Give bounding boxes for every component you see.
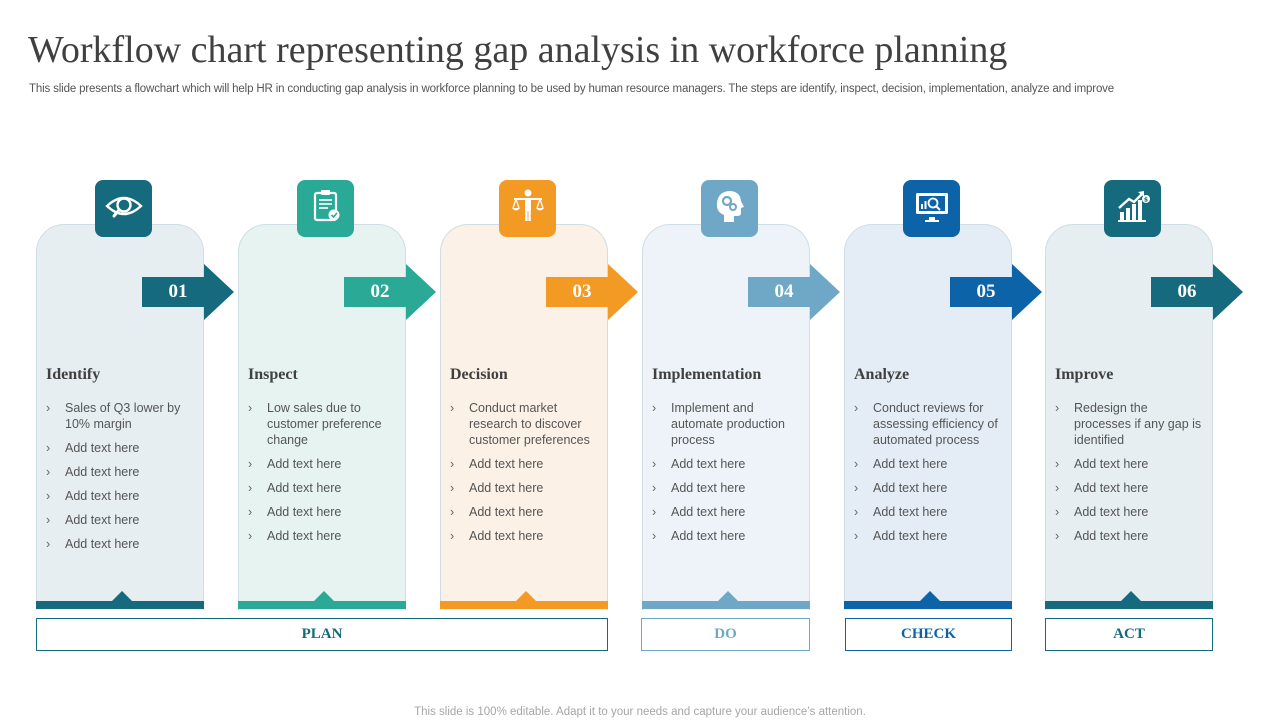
head-gears-icon bbox=[710, 186, 750, 231]
step-title: Inspect bbox=[248, 366, 298, 383]
step-number: 05 bbox=[976, 281, 996, 302]
step-bullets: Redesign the processes if any gap is ide… bbox=[1053, 400, 1203, 552]
step-number: 04 bbox=[774, 281, 794, 302]
phase-act: ACT bbox=[1045, 618, 1213, 651]
bullet-item: Add text here bbox=[650, 528, 800, 544]
step-number: 01 bbox=[168, 281, 188, 302]
bullet-item: Add text here bbox=[44, 536, 194, 552]
bullet-item: Implement and automate production proces… bbox=[650, 400, 800, 448]
step-number-arrow: 04 bbox=[748, 264, 840, 320]
icon-box bbox=[903, 180, 960, 237]
step-title: Improve bbox=[1055, 366, 1114, 383]
bottom-bar bbox=[642, 601, 810, 609]
step-number-arrow: 02 bbox=[344, 264, 436, 320]
bullet-item: Add text here bbox=[44, 464, 194, 480]
bullet-item: Add text here bbox=[246, 456, 396, 472]
icon-box bbox=[95, 180, 152, 237]
bullet-item: Add text here bbox=[246, 528, 396, 544]
eye-search-icon bbox=[104, 186, 144, 231]
bottom-bar bbox=[440, 601, 608, 609]
phase-check: CHECK bbox=[845, 618, 1012, 651]
step-number-arrow: 01 bbox=[142, 264, 234, 320]
bullet-item: Add text here bbox=[650, 504, 800, 520]
icon-box bbox=[701, 180, 758, 237]
bullet-item: Add text here bbox=[852, 480, 1002, 496]
bullet-item: Add text here bbox=[44, 440, 194, 456]
step-bullets: Conduct reviews for assessing efficiency… bbox=[852, 400, 1002, 552]
step-5: 05 Analyze Conduct reviews for assessing… bbox=[844, 180, 1042, 610]
bottom-notch bbox=[314, 591, 334, 601]
bullet-item: Conduct reviews for assessing efficiency… bbox=[852, 400, 1002, 448]
step-bullets: Conduct market research to discover cust… bbox=[448, 400, 598, 552]
bullet-item: Add text here bbox=[246, 480, 396, 496]
step-title: Identify bbox=[46, 366, 101, 383]
bullet-item: Conduct market research to discover cust… bbox=[448, 400, 598, 448]
step-2: 02 Inspect Low sales due to customer pre… bbox=[238, 180, 436, 610]
bullet-item: Add text here bbox=[852, 456, 1002, 472]
icon-box bbox=[297, 180, 354, 237]
growth-chart-icon: $ bbox=[1113, 186, 1153, 231]
bullet-item: Add text here bbox=[44, 488, 194, 504]
bottom-bar bbox=[238, 601, 406, 609]
bottom-notch bbox=[1121, 591, 1141, 601]
step-bullets: Implement and automate production proces… bbox=[650, 400, 800, 552]
bullet-item: Add text here bbox=[1053, 480, 1203, 496]
phase-plan: PLAN bbox=[36, 618, 608, 651]
step-number: 03 bbox=[572, 281, 592, 302]
bullet-item: Add text here bbox=[448, 528, 598, 544]
step-4: 04 Implementation Implement and automate… bbox=[642, 180, 840, 610]
clipboard-check-icon bbox=[306, 186, 346, 231]
bullet-item: Add text here bbox=[650, 480, 800, 496]
step-number: 06 bbox=[1177, 281, 1197, 302]
bullet-item: Sales of Q3 lower by 10% margin bbox=[44, 400, 194, 432]
bullet-item: Add text here bbox=[448, 504, 598, 520]
bottom-notch bbox=[920, 591, 940, 601]
step-title: Analyze bbox=[854, 366, 910, 383]
bullet-item: Add text here bbox=[448, 456, 598, 472]
slide-title: Workflow chart representing gap analysis… bbox=[28, 29, 1008, 71]
bottom-notch bbox=[516, 591, 536, 601]
step-bullets: Low sales due to customer preference cha… bbox=[246, 400, 396, 552]
bullet-item: Add text here bbox=[1053, 456, 1203, 472]
step-6: $ 06 Improve Redesign the processes if a… bbox=[1045, 180, 1243, 610]
bottom-notch bbox=[718, 591, 738, 601]
icon-box bbox=[499, 180, 556, 237]
step-title: Implementation bbox=[652, 366, 762, 383]
step-number-arrow: 06 bbox=[1151, 264, 1243, 320]
bottom-bar bbox=[844, 601, 1012, 609]
bottom-notch bbox=[112, 591, 132, 601]
step-number: 02 bbox=[370, 281, 390, 302]
bullet-item: Low sales due to customer preference cha… bbox=[246, 400, 396, 448]
step-number-arrow: 03 bbox=[546, 264, 638, 320]
slide-footer: This slide is 100% editable. Adapt it to… bbox=[414, 706, 866, 718]
bullet-item: Add text here bbox=[448, 480, 598, 496]
bottom-bar bbox=[36, 601, 204, 609]
step-1: 01 Identify Sales of Q3 lower by 10% mar… bbox=[36, 180, 234, 610]
bullet-item: Redesign the processes if any gap is ide… bbox=[1053, 400, 1203, 448]
bullet-item: Add text here bbox=[650, 456, 800, 472]
icon-box: $ bbox=[1104, 180, 1161, 237]
bullet-item: Add text here bbox=[246, 504, 396, 520]
step-title: Decision bbox=[450, 366, 508, 383]
person-scales-icon bbox=[508, 186, 548, 231]
bullet-item: Add text here bbox=[852, 504, 1002, 520]
slide-subtitle: This slide presents a flowchart which wi… bbox=[29, 83, 1115, 95]
step-bullets: Sales of Q3 lower by 10% margin Add text … bbox=[44, 400, 194, 560]
bullet-item: Add text here bbox=[852, 528, 1002, 544]
bullet-item: Add text here bbox=[1053, 504, 1203, 520]
phase-do: DO bbox=[641, 618, 810, 651]
bullet-item: Add text here bbox=[1053, 528, 1203, 544]
step-3: 03 Decision Conduct market research to d… bbox=[440, 180, 638, 610]
step-number-arrow: 05 bbox=[950, 264, 1042, 320]
svg-text:$: $ bbox=[1143, 197, 1147, 204]
monitor-chart-icon bbox=[912, 186, 952, 231]
bullet-item: Add text here bbox=[44, 512, 194, 528]
bottom-bar bbox=[1045, 601, 1213, 609]
